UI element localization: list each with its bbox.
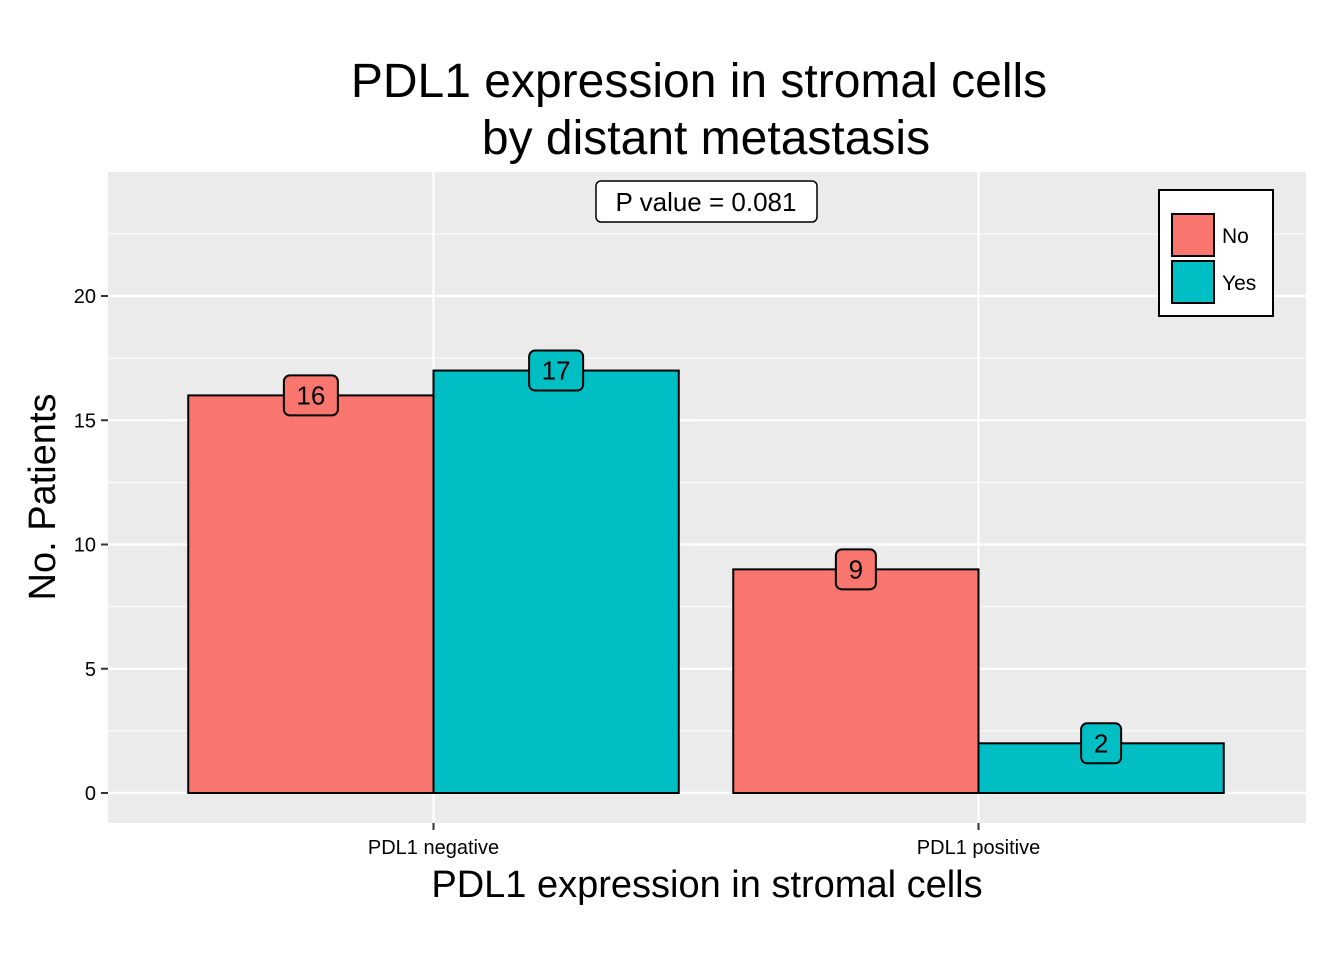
bar-no-0: [187, 394, 435, 794]
y-axis-title: No. Patients: [22, 394, 64, 601]
x-tick-label: PDL1 negative: [368, 837, 499, 859]
bar-no-1: [732, 568, 980, 794]
bars: [187, 369, 1225, 794]
legend-key-no: [1171, 213, 1215, 257]
bar-yes-0: [432, 369, 680, 794]
data-label-value: 2: [1094, 728, 1108, 758]
legend: No Yes: [1158, 189, 1274, 317]
legend-label-yes: Yes: [1222, 272, 1256, 295]
data-label: 17: [528, 349, 585, 392]
data-label-value: 16: [296, 380, 325, 410]
p-value-annotation: P value = 0.081: [595, 180, 818, 223]
y-tick-label: 20: [74, 286, 96, 308]
data-label-box: [528, 349, 585, 392]
data-label: 9: [834, 548, 877, 591]
data-labels: 16 9 17 2: [282, 349, 1123, 765]
chart-title-line-2: by distant metastasis: [482, 112, 930, 165]
x-tick-label: PDL1 positive: [917, 837, 1040, 859]
p-value-box: [595, 180, 818, 223]
chart-title-line-1: PDL1 expression in stromal cells: [351, 55, 1047, 108]
data-label: 2: [1080, 722, 1123, 765]
data-label-box: [834, 548, 877, 591]
data-label: 16: [282, 374, 339, 417]
x-axis-title: PDL1 expression in stromal cells: [431, 864, 982, 906]
x-axis: PDL1 negative PDL1 positive: [368, 823, 1040, 859]
data-label-box: [1080, 722, 1123, 765]
y-axis: 0 5 10 15 20: [74, 286, 108, 805]
y-tick-label: 0: [85, 783, 96, 805]
data-label-box: [282, 374, 339, 417]
data-label-value: 17: [542, 356, 571, 386]
legend-label-no: No: [1222, 225, 1249, 248]
p-value-text: P value = 0.081: [616, 187, 797, 217]
y-tick-label: 10: [74, 535, 96, 557]
y-tick-label: 5: [85, 659, 96, 681]
legend-key-yes: [1171, 260, 1215, 304]
data-label-value: 9: [849, 554, 863, 584]
y-tick-label: 15: [74, 410, 96, 432]
